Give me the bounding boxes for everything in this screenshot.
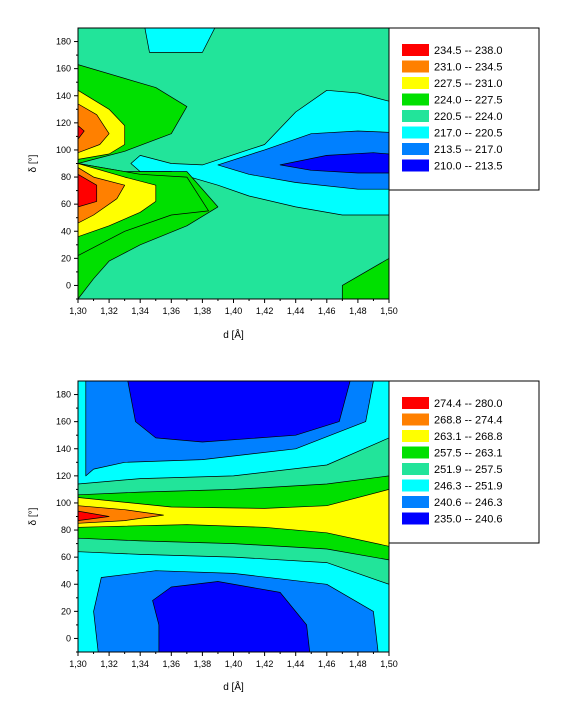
legend-swatch [402, 60, 429, 73]
x-tick-label: 1,40 [225, 659, 243, 669]
x-tick-label: 1,50 [380, 659, 398, 669]
legend-label: 210.0 -- 213.5 [434, 161, 503, 173]
x-tick-label: 1,30 [69, 659, 87, 669]
y-axis-label: δ [°] [28, 154, 39, 172]
legend-label: 213.5 -- 217.0 [434, 144, 503, 156]
contour-chart-1: 1,30 1,32 1,34 1,36 1,38 1,40 1,42 1,44 1,46 1,48… [28, 27, 540, 341]
x-tick-label: 1,46 [318, 659, 336, 669]
legend-swatch [402, 463, 429, 475]
legend: 274.4 -- 280.0 268.8 -- 274.4 263.1 -- 268… [388, 380, 540, 544]
legend-swatch [402, 159, 429, 172]
x-tick-label: 1,44 [287, 659, 305, 669]
y-tick-label: 180 [56, 390, 71, 400]
legend-swatch [402, 126, 429, 139]
y-axis-label: δ [°] [28, 507, 39, 525]
y-tick-label: 120 [56, 118, 71, 128]
x-tick-label: 1,32 [100, 659, 118, 669]
x-axis-label: d [Å] [223, 680, 244, 693]
legend-label: 257.5 -- 263.1 [434, 448, 503, 460]
x-tick-label: 1,34 [131, 306, 149, 316]
legend-swatch [402, 397, 429, 409]
legend-label: 274.4 -- 280.0 [434, 398, 503, 410]
x-tick-label: 1,38 [194, 659, 212, 669]
legend-label: 240.6 -- 246.3 [434, 497, 503, 509]
contour-region [78, 505, 164, 524]
plot-area [78, 28, 389, 299]
contour-region [152, 581, 311, 652]
legend-swatch [402, 430, 429, 442]
legend-swatch [402, 479, 429, 492]
x-tick-label: 1,42 [256, 306, 274, 316]
x-tick-label: 1,30 [69, 306, 87, 316]
legend-label: 251.9 -- 257.5 [434, 464, 503, 476]
plot-area [78, 381, 389, 652]
x-tick-label: 1,50 [380, 306, 398, 316]
contour-region [78, 103, 110, 154]
legend-swatch [402, 143, 429, 155]
x-tick-label: 1,40 [225, 306, 243, 316]
y-tick-label: 0 [66, 633, 71, 643]
y-tick-label: 40 [61, 579, 71, 589]
x-tick-label: 1,38 [194, 306, 212, 316]
contour-region [144, 28, 216, 53]
y-tick-label: 160 [56, 417, 71, 427]
x-tick-label: 1,46 [318, 306, 336, 316]
legend-label: 234.5 -- 238.0 [434, 45, 503, 57]
legend-swatch [402, 413, 429, 426]
legend-label: 235.0 -- 240.6 [434, 514, 503, 526]
y-tick-label: 100 [56, 498, 71, 508]
x-tick-label: 1,36 [163, 306, 181, 316]
y-tick-label: 100 [56, 145, 71, 155]
legend-label: 220.5 -- 224.0 [434, 111, 503, 123]
legend-label: 268.8 -- 274.4 [434, 415, 503, 427]
y-tick-label: 80 [61, 172, 71, 182]
legend-swatch [402, 512, 429, 525]
y-tick-label: 40 [61, 226, 71, 236]
legend-swatch [402, 77, 429, 89]
y-tick-label: 60 [61, 552, 71, 562]
x-axis-label: d [Å] [223, 328, 244, 341]
y-tick-label: 0 [66, 280, 71, 290]
legend-swatch [402, 496, 429, 508]
x-tick-label: 1,34 [131, 659, 149, 669]
y-tick-label: 140 [56, 444, 71, 454]
contour-chart-2: 1,30 1,32 1,34 1,36 1,38 1,40 1,42 1,44 1,46 1,48… [28, 380, 540, 693]
contour-region [78, 173, 98, 208]
x-tick-label: 1,48 [349, 659, 367, 669]
contour-region [127, 381, 351, 443]
y-tick-label: 20 [61, 253, 71, 263]
legend-swatch [402, 110, 429, 122]
legend-label: 263.1 -- 268.8 [434, 431, 503, 443]
y-tick-label: 20 [61, 606, 71, 616]
contour-region [78, 125, 85, 140]
x-tick-label: 1,44 [287, 306, 305, 316]
contour-region [341, 258, 389, 299]
legend-label: 227.5 -- 231.0 [434, 78, 503, 90]
legend-label: 224.0 -- 227.5 [434, 95, 503, 107]
y-tick-label: 80 [61, 525, 71, 535]
legend: 234.5 -- 238.0 231.0 -- 234.5 227.5 -- 231… [388, 27, 540, 191]
legend-label: 246.3 -- 251.9 [434, 481, 503, 493]
y-tick-label: 120 [56, 471, 71, 481]
x-tick-label: 1,48 [349, 306, 367, 316]
legend-swatch [402, 93, 429, 106]
x-tick-label: 1,42 [256, 659, 274, 669]
y-tick-label: 140 [56, 91, 71, 101]
y-tick-label: 160 [56, 64, 71, 74]
legend-label: 231.0 -- 234.5 [434, 62, 503, 74]
x-tick-label: 1,32 [100, 306, 118, 316]
contour-region [78, 489, 389, 547]
legend-label: 217.0 -- 220.5 [434, 128, 503, 140]
contour-region [279, 152, 389, 174]
legend-swatch [402, 44, 429, 56]
y-tick-label: 180 [56, 37, 71, 47]
x-tick-label: 1,36 [163, 659, 181, 669]
y-tick-label: 60 [61, 199, 71, 209]
contour-region [78, 510, 110, 521]
legend-swatch [402, 446, 429, 459]
